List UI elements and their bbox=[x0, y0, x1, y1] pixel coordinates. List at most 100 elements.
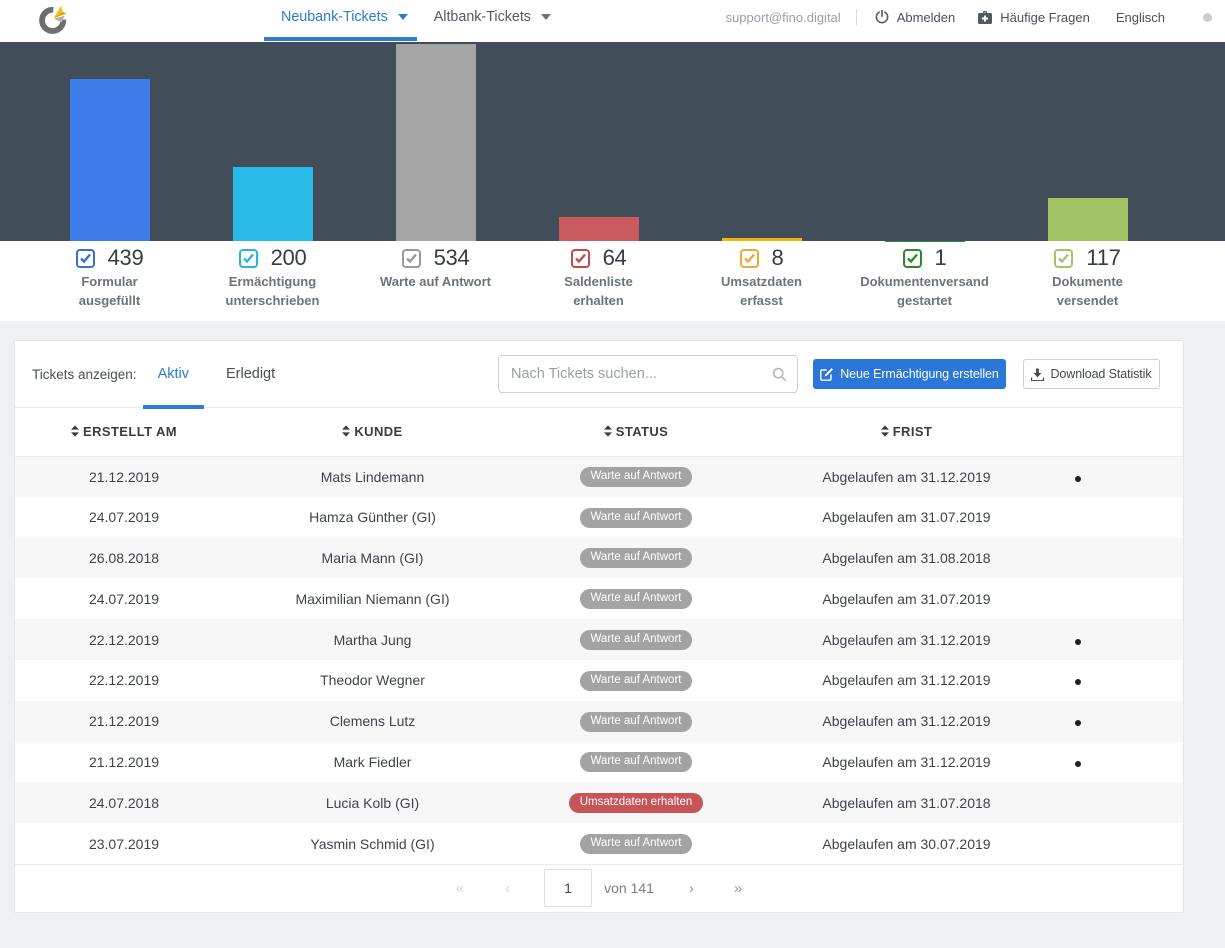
status-badge: Warte auf Antwort bbox=[579, 630, 693, 651]
cell-status: Warte auf Antwort bbox=[512, 660, 760, 701]
chart-column bbox=[191, 167, 354, 241]
cell-erstellt-am: 26.08.2018 bbox=[88, 549, 160, 566]
edit-icon bbox=[820, 367, 834, 381]
legend-checkbox[interactable] bbox=[75, 248, 95, 268]
cell-frist: Abgelaufen am 31.07.2018 bbox=[822, 794, 991, 811]
search-input[interactable] bbox=[498, 355, 798, 393]
pagination-last-button[interactable]: » bbox=[733, 879, 743, 897]
legend-label: Saldenliste erhalten bbox=[564, 274, 633, 308]
logout-button[interactable]: Abmelden bbox=[875, 10, 955, 25]
user-email: support@fino.digital bbox=[725, 9, 841, 25]
table-row[interactable]: 21.12.2019 Clemens Lutz Warte auf Antwort A… bbox=[15, 700, 1183, 742]
language-label: Englisch bbox=[1115, 9, 1165, 25]
table-row[interactable]: 24.07.2019 Hamza Günther (GI) Warte auf An… bbox=[15, 497, 1183, 538]
status-badge: Umsatzdaten erhalten bbox=[568, 793, 704, 814]
fino-logo[interactable] bbox=[37, 4, 67, 34]
table-row[interactable]: 26.08.2018 Maria Mann (GI) Warte auf Antwo… bbox=[15, 537, 1183, 579]
column-header-frist[interactable]: FRIST bbox=[760, 408, 1053, 457]
cell-status: Warte auf Antwort bbox=[512, 497, 760, 538]
pagination-first-button[interactable]: « bbox=[455, 879, 465, 897]
legend-label: Warte auf Antwort bbox=[380, 274, 491, 289]
legend-count: 534 bbox=[433, 245, 470, 270]
tickets-toolbar: Tickets anzeigen: Aktiv Erledigt Neue Er… bbox=[15, 341, 1183, 409]
legend-count: 200 bbox=[270, 245, 307, 270]
status-dot-icon bbox=[1203, 12, 1212, 22]
legend-checkbox[interactable] bbox=[570, 248, 590, 268]
table-body: 21.12.2019 Mats Lindemann Warte auf Antwor… bbox=[15, 456, 1183, 864]
table-row[interactable]: 21.12.2019 Mark Fiedler Warte auf Antwort A… bbox=[15, 742, 1183, 783]
column-header-label: KUNDE bbox=[354, 423, 403, 439]
column-header-status[interactable]: STATUS bbox=[512, 408, 760, 457]
bar-erm-chtigung-unterschrieben bbox=[232, 167, 313, 241]
table-row[interactable]: 23.07.2019 Yasmin Schmid (GI) Warte auf An… bbox=[15, 823, 1183, 864]
chart-column bbox=[1006, 197, 1169, 241]
nav-tab-altbank-tickets[interactable]: Altbank-Tickets bbox=[417, 0, 560, 42]
cell-erstellt-am: 24.07.2018 bbox=[88, 794, 160, 811]
navbar: Neubank-Tickets Altbank-Tickets support@… bbox=[0, 0, 1225, 42]
legend-count: 117 bbox=[1086, 245, 1121, 270]
note-dot-icon bbox=[1075, 679, 1081, 686]
nav-tab-neubank-tickets[interactable]: Neubank-Tickets bbox=[264, 0, 417, 42]
main-content: Tickets anzeigen: Aktiv Erledigt Neue Er… bbox=[0, 321, 1225, 913]
cell-status: Warte auf Antwort bbox=[512, 701, 760, 742]
cell-kunde: Martha Jung bbox=[333, 631, 412, 648]
download-icon bbox=[1031, 368, 1045, 381]
cell-erstellt-am: 21.12.2019 bbox=[88, 753, 160, 770]
column-header-erstellt-am[interactable]: ERSTELLT AM bbox=[15, 408, 233, 457]
cell-note bbox=[1053, 456, 1183, 497]
cell-erstellt-am: 24.07.2019 bbox=[88, 590, 160, 607]
column-header-label: FRIST bbox=[892, 423, 933, 439]
legend-checkbox[interactable] bbox=[739, 248, 759, 268]
column-header-kunde[interactable]: KUNDE bbox=[233, 408, 512, 457]
language-switch[interactable]: Englisch bbox=[1116, 10, 1165, 25]
table-row[interactable]: 22.12.2019 Theodor Wegner Warte auf Antwor… bbox=[15, 660, 1183, 701]
tab-aktiv[interactable]: Aktiv bbox=[142, 341, 205, 409]
pagination-prev-button[interactable]: ‹ bbox=[505, 879, 511, 897]
download-statistics-button[interactable]: Download Statistik bbox=[1023, 359, 1160, 389]
cell-frist: Abgelaufen am 30.07.2019 bbox=[822, 835, 991, 852]
faq-button[interactable]: Häufige Fragen bbox=[978, 10, 1090, 25]
ticket-status-bar-chart bbox=[0, 42, 1225, 241]
legend-checkbox[interactable] bbox=[902, 248, 922, 268]
cell-erstellt-am: 22.12.2019 bbox=[88, 631, 160, 648]
table-row[interactable]: 21.12.2019 Mats Lindemann Warte auf Antwor… bbox=[15, 456, 1183, 497]
table-header: ERSTELLT AM KUNDE STATUS FRIST bbox=[15, 408, 1183, 457]
legend-label: Formular ausgefüllt bbox=[78, 274, 141, 308]
bar-formular-ausgef-llt bbox=[69, 79, 150, 241]
column-header-label: ERSTELLT AM bbox=[83, 423, 177, 439]
bar-umsatzdaten-erfasst bbox=[721, 238, 802, 241]
table-row[interactable]: 24.07.2019 Maximilian Niemann (GI) Warte a… bbox=[15, 578, 1183, 619]
legend-checkbox[interactable] bbox=[238, 248, 258, 268]
legend-item: 534 Warte auf Antwort bbox=[354, 246, 517, 321]
pagination-page-input[interactable] bbox=[544, 869, 593, 908]
tickets-filter-label: Tickets anzeigen: bbox=[32, 366, 137, 382]
cell-kunde: Hamza Günther (GI) bbox=[309, 509, 436, 526]
cell-status: Warte auf Antwort bbox=[512, 538, 760, 579]
table-row[interactable]: 22.12.2019 Martha Jung Warte auf Antwort Ab… bbox=[15, 619, 1183, 660]
status-badge: Warte auf Antwort bbox=[579, 589, 693, 610]
cell-erstellt-am: 22.12.2019 bbox=[88, 672, 160, 689]
nav-tab-label: Neubank-Tickets bbox=[281, 9, 388, 25]
cell-frist: Abgelaufen am 31.08.2018 bbox=[822, 549, 991, 566]
status-badge: Warte auf Antwort bbox=[579, 834, 693, 855]
tab-erledigt[interactable]: Erledigt bbox=[211, 341, 290, 408]
cell-kunde: Clemens Lutz bbox=[329, 713, 416, 730]
cell-frist: Abgelaufen am 31.07.2019 bbox=[822, 509, 991, 526]
legend-count: 1 bbox=[934, 245, 947, 270]
table-row[interactable]: 24.07.2018 Lucia Kolb (GI) Umsatzdaten erh… bbox=[15, 782, 1183, 824]
create-authorization-label: Neue Ermächtigung erstellen bbox=[840, 367, 999, 381]
cell-kunde: Theodor Wegner bbox=[320, 672, 425, 689]
pagination-next-button[interactable]: › bbox=[688, 879, 694, 897]
cell-note bbox=[1053, 823, 1183, 864]
legend-label: Ermächtigung unterschrieben bbox=[225, 274, 320, 308]
status-badge: Warte auf Antwort bbox=[579, 670, 693, 691]
cell-frist: Abgelaufen am 31.12.2019 bbox=[822, 713, 991, 730]
search-box bbox=[498, 355, 798, 393]
legend-checkbox[interactable] bbox=[1054, 248, 1074, 268]
create-authorization-button[interactable]: Neue Ermächtigung erstellen bbox=[813, 359, 1006, 389]
legend-item: 439 Formular ausgefüllt bbox=[28, 246, 191, 321]
status-badge: Warte auf Antwort bbox=[579, 711, 693, 732]
download-statistics-label: Download Statistik bbox=[1050, 367, 1152, 381]
chart-column bbox=[354, 44, 517, 241]
legend-checkbox[interactable] bbox=[401, 248, 421, 268]
